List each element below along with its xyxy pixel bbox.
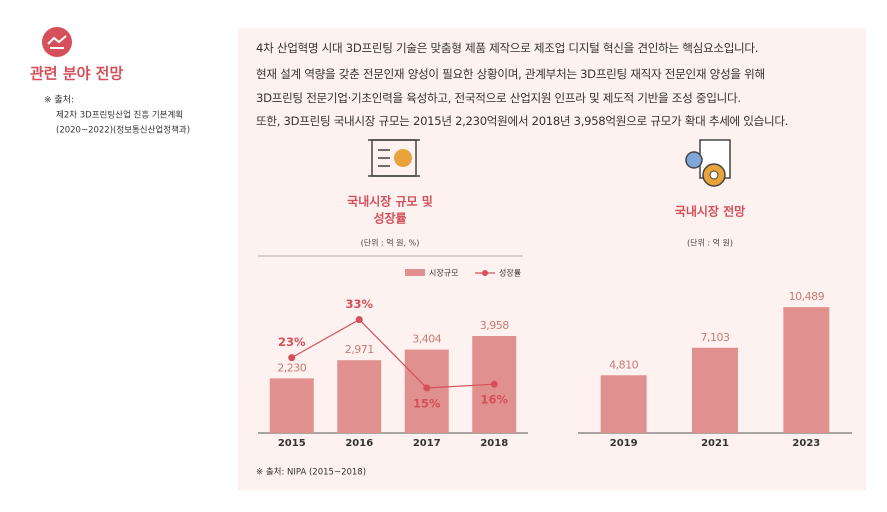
value-label: 15% bbox=[413, 397, 441, 411]
sidebar-icon bbox=[47, 35, 67, 49]
x-tick-label: 2019 bbox=[610, 438, 638, 449]
chart-title: 성장률 bbox=[373, 212, 406, 226]
source-note: ※ 출처: NIPA (2015~2018) bbox=[256, 467, 366, 478]
x-tick-label: 2017 bbox=[413, 438, 441, 449]
bar bbox=[783, 307, 830, 433]
value-label: 10,489 bbox=[789, 290, 825, 303]
sidebar-title: 관련 분야 전망 bbox=[30, 65, 123, 83]
value-label: 4,810 bbox=[609, 358, 638, 371]
bar bbox=[337, 360, 382, 433]
legend-label: 성장률 bbox=[499, 268, 521, 278]
legend-swatch bbox=[405, 269, 425, 276]
value-label: 23% bbox=[278, 335, 306, 349]
x-tick-label: 2016 bbox=[345, 438, 373, 449]
source-text: 제2차 3D프린팅산업 진흥 기본계획 bbox=[56, 110, 183, 121]
presentation-icon bbox=[368, 139, 420, 177]
x-tick-label: 2015 bbox=[278, 438, 306, 449]
bar bbox=[600, 375, 647, 433]
legend-swatch bbox=[482, 270, 488, 276]
point bbox=[490, 380, 498, 388]
body-text: 현재 설계 역량을 갖춘 전문인재 양성이 필요한 상황이며, 관계부처는 3D… bbox=[256, 67, 765, 81]
source-text: (2020~2022)(정보통신산업정책과) bbox=[56, 125, 190, 136]
point bbox=[288, 354, 296, 362]
x-tick-label: 2023 bbox=[792, 438, 820, 449]
point bbox=[423, 384, 431, 392]
presentation-icon bbox=[394, 149, 412, 167]
chart-unit: (단위 : 억 원) bbox=[687, 238, 733, 248]
body-text: 3D프린팅 전문기업·기초인력을 육성하고, 전국적으로 산업지원 인프라 및 … bbox=[256, 91, 741, 105]
line bbox=[291, 318, 495, 389]
sidebar-icon bbox=[42, 27, 72, 57]
x-tick-label: 2021 bbox=[701, 438, 729, 449]
value-label: 2,230 bbox=[277, 361, 306, 374]
value-label: 3,958 bbox=[480, 319, 509, 332]
chart-title: 국내시장 규모 및 bbox=[347, 194, 433, 209]
value-label: 3,404 bbox=[412, 333, 441, 346]
value-label: 16% bbox=[480, 393, 508, 407]
body-text: 4차 산업혁명 시대 3D프린팅 기술은 맞춤형 제품 제작으로 제조업 디지털… bbox=[256, 41, 759, 55]
bar bbox=[692, 347, 738, 433]
body-text: 또한, 3D프린팅 국내시장 규모는 2015년 2,230억원에서 2018년… bbox=[256, 114, 789, 128]
legend-label: 시장규모 bbox=[429, 268, 458, 278]
chart-unit: (단위 : 억 원, %) bbox=[361, 238, 420, 248]
point bbox=[355, 316, 363, 324]
gear-icon bbox=[685, 139, 731, 187]
value-label: 2,971 bbox=[345, 343, 374, 356]
value-label: 7,103 bbox=[701, 331, 730, 344]
x-tick-label: 2018 bbox=[480, 438, 508, 449]
chart-title: 국내시장 전망 bbox=[675, 204, 745, 219]
bar bbox=[269, 378, 314, 433]
value-label: 33% bbox=[345, 297, 373, 311]
source-label: ※ 출처: bbox=[44, 94, 74, 106]
